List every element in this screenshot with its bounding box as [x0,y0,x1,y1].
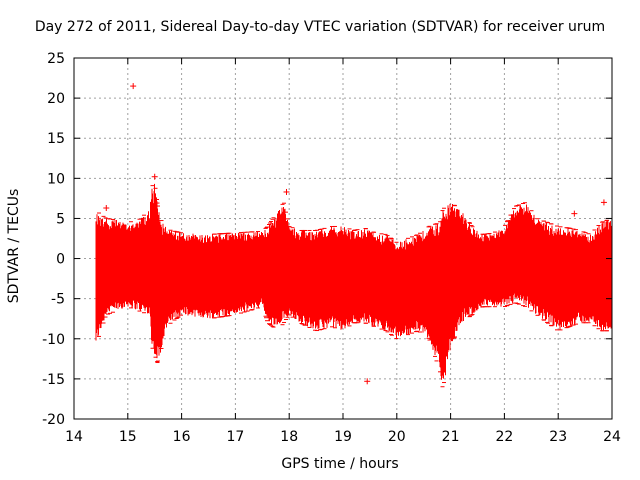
data-series [95,83,613,388]
y-tick-label: 20 [47,91,65,107]
y-tick-label: 15 [47,131,65,147]
tick-labels: 14 15 16 17 18 19 20 21 22 23 24 -20 -15 -10 -5 0 5 10 15 2… [42,51,621,445]
y-tick-label: -20 [42,412,65,428]
x-tick-label: 17 [226,429,244,445]
x-tick-label: 18 [280,429,298,445]
x-tick-label: 21 [442,429,460,445]
x-tick-label: 22 [495,429,513,445]
x-tick-label: 24 [603,429,621,445]
x-tick-label: 15 [119,429,137,445]
chart-title: Day 272 of 2011, Sidereal Day-to-day VTE… [34,19,606,35]
y-tick-label: 5 [56,211,65,227]
x-axis-label: GPS time / hours [281,456,399,472]
y-tick-label: 0 [56,252,65,268]
y-tick-label: -5 [51,292,65,308]
y-tick-label: 10 [47,171,65,187]
y-tick-label: 25 [47,51,65,67]
x-tick-label: 19 [334,429,352,445]
x-tick-label: 20 [388,429,406,445]
axis-ticks [73,57,613,420]
y-tick-label: -10 [42,332,65,348]
x-tick-label: 23 [549,429,567,445]
x-tick-label: 14 [65,429,83,445]
x-tick-label: 16 [173,429,191,445]
y-tick-label: -15 [42,372,65,388]
